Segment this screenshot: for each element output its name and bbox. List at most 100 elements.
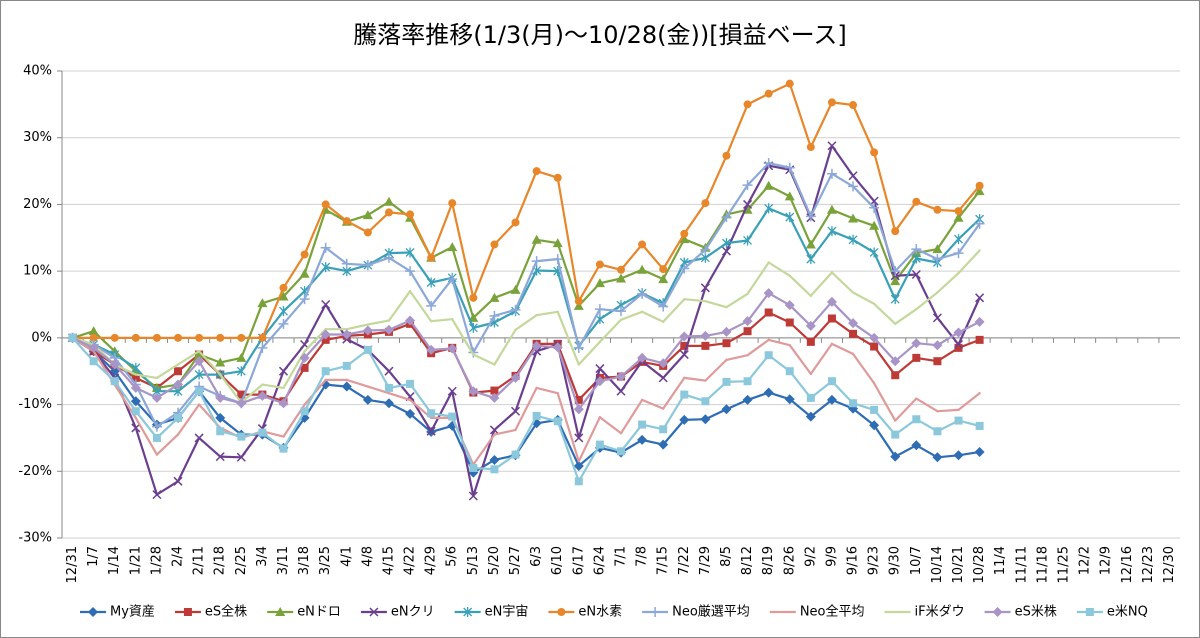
x-tick-label: 10/14 — [930, 546, 945, 583]
data-point — [219, 373, 222, 376]
data-point — [911, 253, 921, 264]
data-point — [806, 254, 816, 265]
data-point — [553, 417, 562, 426]
data-point — [194, 356, 205, 367]
data-point — [598, 416, 602, 419]
data-point — [131, 407, 140, 416]
data-point — [362, 210, 373, 220]
data-point — [637, 352, 648, 363]
x-tick-label: 8/26 — [782, 546, 797, 575]
data-point — [953, 450, 964, 461]
legend-label: e米NQ — [1107, 605, 1148, 620]
chart-title: 騰落率推移(1/3(月)～10/28(金))[損益ベース] — [353, 21, 847, 49]
data-point — [953, 212, 964, 222]
x-tick-label: 2/11 — [192, 546, 207, 575]
x-tick-label: 10/28 — [972, 546, 987, 583]
data-point — [767, 338, 770, 342]
data-point — [257, 342, 268, 353]
data-point — [890, 266, 901, 277]
y-tick-label: 40% — [23, 64, 52, 79]
data-point — [891, 227, 900, 236]
data-point — [362, 325, 373, 336]
data-point — [195, 333, 204, 342]
data-point — [746, 354, 749, 357]
legend-marker — [650, 607, 661, 617]
series-line — [72, 184, 981, 389]
data-point — [532, 411, 541, 420]
data-point — [174, 413, 183, 422]
x-tick-label: 12/31 — [65, 546, 80, 583]
data-point — [174, 367, 183, 376]
series-line — [72, 207, 981, 393]
data-point — [661, 407, 665, 410]
data-point — [406, 379, 415, 388]
data-point — [680, 229, 689, 238]
data-point — [616, 273, 626, 283]
x-tick-label: 1/21 — [128, 546, 143, 575]
data-point — [721, 404, 732, 415]
data-point — [595, 260, 604, 269]
data-point — [890, 451, 901, 462]
data-point — [324, 378, 327, 382]
data-point — [700, 414, 711, 425]
data-point — [870, 342, 879, 351]
data-point — [594, 278, 605, 288]
data-point — [911, 244, 922, 255]
data-point — [764, 89, 773, 98]
data-point — [915, 307, 918, 311]
data-point — [324, 327, 327, 331]
data-point — [785, 79, 794, 88]
data-point — [321, 262, 331, 273]
data-point — [510, 406, 521, 416]
x-tick-label: 8/19 — [761, 546, 776, 575]
legend-item: Neo全平均 — [769, 604, 865, 620]
data-point — [278, 318, 289, 329]
data-point — [279, 306, 288, 317]
y-tick-label: 10% — [23, 264, 52, 279]
data-point — [809, 294, 813, 298]
data-point — [468, 322, 478, 333]
data-point — [851, 291, 855, 294]
data-point — [236, 366, 246, 377]
data-point — [278, 398, 289, 409]
data-point — [957, 408, 960, 412]
data-point — [131, 333, 140, 342]
data-point — [237, 432, 246, 441]
data-point — [785, 367, 794, 376]
data-point — [468, 386, 479, 397]
data-point — [345, 378, 348, 382]
data-point — [429, 416, 433, 420]
x-tick-label: 11/18 — [1035, 546, 1050, 583]
data-point — [932, 340, 943, 351]
data-point — [743, 377, 752, 386]
data-point — [932, 254, 943, 265]
data-point — [408, 398, 412, 402]
data-point — [869, 420, 880, 431]
legend-item: eNクリ — [360, 605, 435, 620]
legend-marker — [992, 607, 1003, 617]
data-point — [683, 376, 686, 380]
x-tick-label: 7/15 — [656, 546, 671, 575]
data-point — [383, 398, 394, 409]
legend-label: eNドロ — [297, 605, 341, 620]
data-point — [894, 322, 897, 326]
legend-label: eS全株 — [205, 604, 247, 620]
data-point — [809, 372, 813, 376]
data-point — [595, 364, 605, 374]
data-point — [490, 386, 499, 395]
legend-marker — [369, 607, 379, 617]
data-point — [299, 268, 310, 278]
data-point — [573, 404, 584, 415]
data-point — [155, 453, 159, 456]
data-point — [658, 301, 669, 312]
data-point — [152, 333, 161, 342]
x-tick-label: 2/4 — [171, 546, 186, 567]
data-point — [616, 386, 626, 396]
data-point — [151, 392, 162, 403]
data-point — [869, 247, 879, 258]
data-point — [975, 181, 984, 190]
legend-label: My資産 — [110, 604, 155, 620]
data-point — [130, 382, 141, 393]
data-point — [531, 340, 542, 351]
